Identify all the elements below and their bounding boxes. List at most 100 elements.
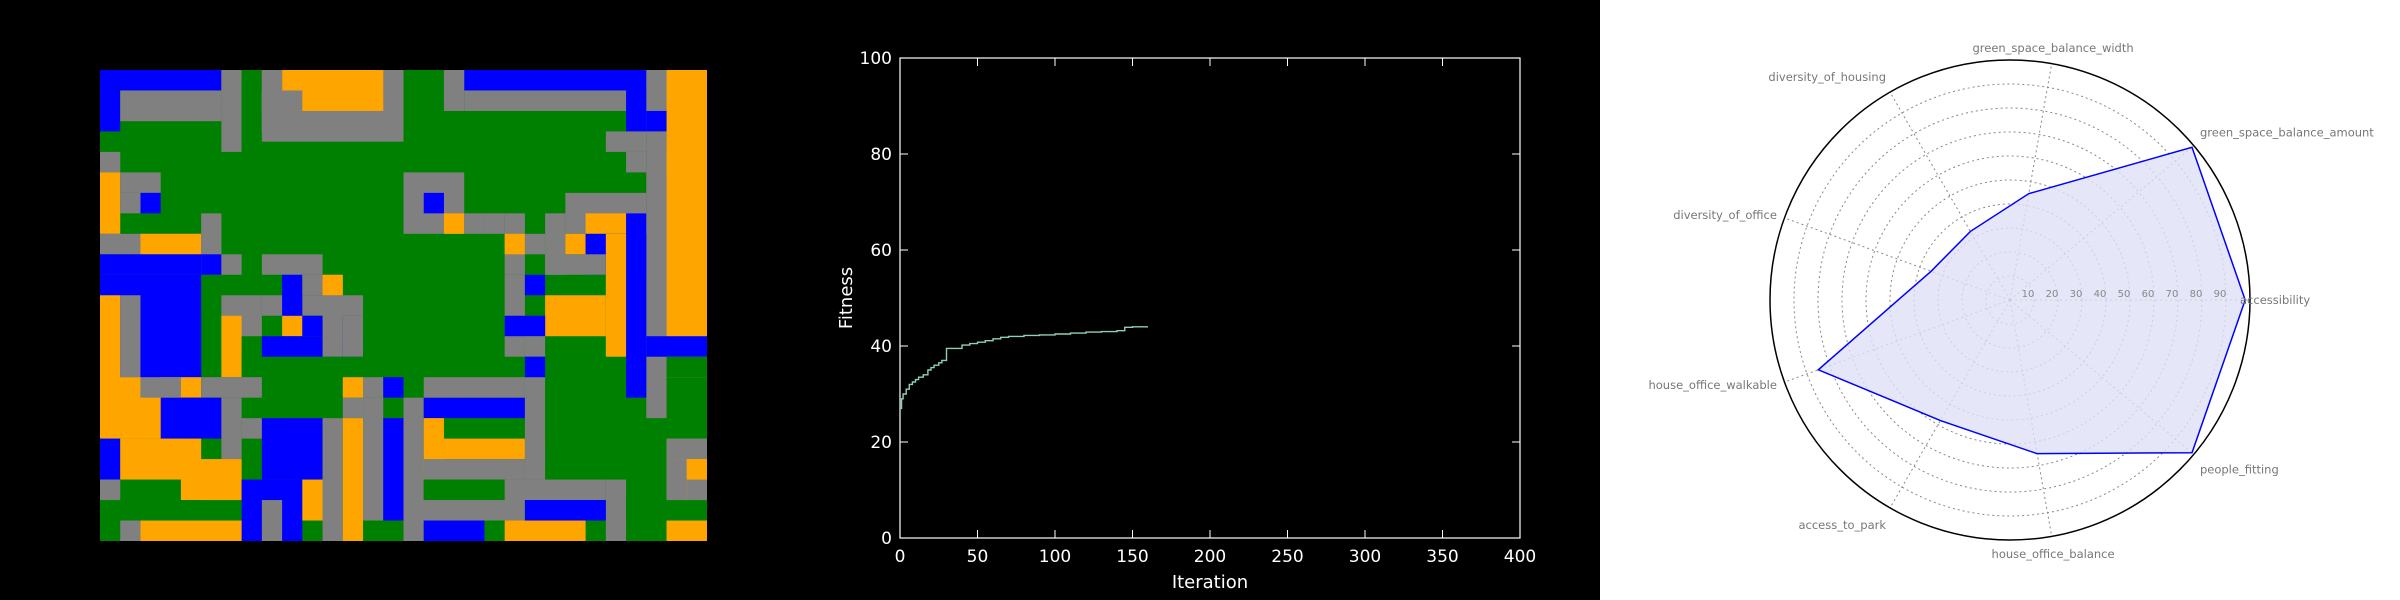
x-tick-label: 150 bbox=[1116, 547, 1148, 567]
grid-block bbox=[322, 274, 343, 296]
grid-block bbox=[383, 377, 404, 398]
grid-block bbox=[261, 500, 283, 541]
x-tick-label: 250 bbox=[1271, 547, 1303, 567]
grid-block bbox=[605, 233, 627, 357]
grid-block bbox=[524, 274, 546, 296]
grid-block bbox=[261, 110, 404, 132]
grid-block bbox=[120, 520, 141, 541]
grid-block bbox=[443, 70, 465, 111]
y-tick-label: 60 bbox=[870, 241, 892, 261]
grid-block bbox=[646, 336, 707, 357]
grid-block bbox=[120, 192, 141, 214]
y-tick-label: 40 bbox=[870, 337, 892, 357]
x-tick-label: 400 bbox=[1504, 547, 1536, 567]
x-tick-label: 0 bbox=[895, 547, 906, 567]
radar-tick-label: 80 bbox=[2190, 289, 2203, 300]
grid-block bbox=[322, 295, 343, 357]
grid-block bbox=[504, 479, 606, 501]
grid-block bbox=[241, 70, 262, 152]
grid-block bbox=[282, 274, 303, 316]
grid-block bbox=[383, 70, 404, 132]
y-tick-label: 20 bbox=[870, 433, 892, 453]
y-tick-label: 0 bbox=[881, 529, 892, 549]
y-axis-label: Fitness bbox=[836, 267, 857, 329]
grid-block bbox=[120, 172, 161, 193]
x-axis-label: Iteration bbox=[1172, 572, 1248, 593]
grid-block bbox=[322, 418, 343, 541]
grid-block bbox=[504, 315, 546, 337]
grid-block bbox=[464, 90, 647, 111]
radar-series-polygon bbox=[1816, 146, 2246, 455]
grid-block bbox=[302, 479, 323, 521]
grid-block bbox=[626, 500, 707, 521]
fitness-chart-panel: 0 50 100 150 200 250 300 350 400 0 20 40 60 80 100 Iter… bbox=[800, 0, 1600, 600]
grid-block bbox=[524, 336, 546, 357]
x-tick-label: 200 bbox=[1194, 547, 1226, 567]
grid-block bbox=[221, 70, 242, 152]
grid-block bbox=[180, 377, 202, 398]
radar-axis-label: diversity_of_office bbox=[1673, 208, 1777, 222]
grid-block bbox=[261, 295, 364, 316]
radar-tick-label: 60 bbox=[2142, 289, 2155, 300]
grid-block bbox=[363, 377, 384, 398]
fitness-line-chart: 0 50 100 150 200 250 300 350 400 0 20 40 60 80 100 Iter… bbox=[836, 49, 1536, 593]
grid-block bbox=[666, 438, 707, 460]
radar-axis-label: green_space_balance_width bbox=[1972, 41, 2133, 55]
grid-block bbox=[504, 233, 525, 255]
grid-block bbox=[261, 70, 283, 132]
grid-block bbox=[646, 131, 667, 419]
radar-outer-circle bbox=[1769, 59, 2251, 541]
grid-block bbox=[100, 151, 121, 173]
radar-tick-label: 50 bbox=[2118, 289, 2131, 300]
grid-block bbox=[686, 70, 707, 91]
grid-block bbox=[686, 479, 707, 501]
grid-block bbox=[423, 479, 525, 501]
grid-block bbox=[100, 438, 121, 480]
grid-block bbox=[524, 377, 546, 480]
grid-block bbox=[221, 397, 242, 460]
grid-block bbox=[524, 500, 606, 521]
grid-block bbox=[100, 172, 121, 234]
land-use-grid-chart bbox=[100, 70, 707, 541]
x-tick-label: 350 bbox=[1426, 547, 1458, 567]
grid-block bbox=[545, 295, 606, 337]
grid-block bbox=[100, 70, 222, 91]
x-tick-label: 50 bbox=[967, 547, 989, 567]
grid-block bbox=[464, 213, 485, 234]
grid-block bbox=[201, 254, 222, 275]
grid-block bbox=[261, 131, 404, 142]
grid-block bbox=[100, 254, 202, 275]
grid-block bbox=[403, 500, 525, 521]
grid-block bbox=[140, 233, 202, 255]
grid-block bbox=[120, 110, 222, 122]
grid-block bbox=[443, 213, 465, 234]
grid-block bbox=[423, 520, 485, 541]
grid-block bbox=[545, 254, 606, 275]
grid-block bbox=[140, 520, 262, 541]
grid-block bbox=[120, 295, 141, 378]
grid-block bbox=[383, 418, 404, 521]
grid-block bbox=[100, 90, 121, 132]
land-use-grid-panel bbox=[0, 0, 800, 600]
fitness-series-line bbox=[900, 326, 1148, 410]
radar-tick-label: 70 bbox=[2166, 289, 2179, 300]
grid-block bbox=[666, 151, 687, 173]
grid-block bbox=[605, 131, 647, 152]
grid-block bbox=[524, 233, 546, 255]
grid-block bbox=[221, 315, 242, 378]
radar-chart: 10 20 30 40 50 60 70 80 90 accessibility green_spa… bbox=[1648, 41, 2374, 561]
grid-block bbox=[282, 315, 303, 337]
grid-block bbox=[443, 438, 525, 460]
grid-block bbox=[120, 90, 222, 111]
grid-block bbox=[221, 254, 242, 275]
grid-block bbox=[423, 192, 444, 214]
radar-chart-panel: 10 20 30 40 50 60 70 80 90 accessibility green_spa… bbox=[1600, 0, 2400, 600]
grid-block bbox=[504, 520, 586, 541]
grid-block bbox=[423, 459, 525, 480]
grid-block bbox=[524, 356, 546, 378]
radar-tick-label: 40 bbox=[2094, 289, 2107, 300]
y-tick-label: 80 bbox=[870, 145, 892, 165]
grid-block bbox=[626, 213, 647, 398]
radar-axis-label: diversity_of_housing bbox=[1768, 70, 1886, 84]
grid-block bbox=[464, 70, 667, 91]
